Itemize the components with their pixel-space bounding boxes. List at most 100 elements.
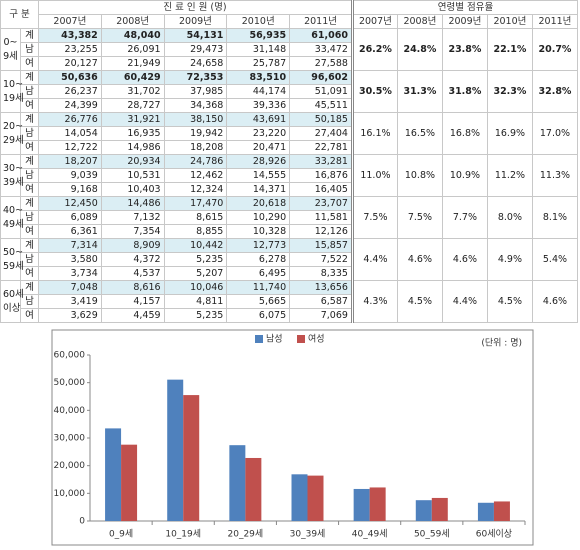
count-cell: 11,740	[226, 280, 291, 295]
table-row: 30~ 39세 계 18,207 20,934 24,786 28,926 33,281 11.…	[0, 154, 579, 197]
age-group-line: 30~	[3, 162, 24, 174]
count-cell: 61,060	[289, 28, 353, 43]
table-row: 여 3,629 4,459 5,235 6,075 7,069	[1, 308, 578, 323]
share-cell: 11.2%	[486, 154, 533, 197]
count-cell: 72,353	[163, 70, 228, 85]
table-row: 20~ 29세 계 26,776 31,921 38,150 43,691 50,185 16.…	[0, 112, 579, 155]
y-tick-label: 50,000	[54, 378, 86, 388]
bar	[477, 502, 494, 521]
header-category: 구 분	[0, 0, 39, 29]
count-cell: 18,207	[38, 154, 102, 169]
count-cell: 17,470	[163, 196, 228, 211]
share-cell: 4.4%	[441, 280, 488, 323]
legend-swatch	[297, 335, 305, 343]
bar	[353, 488, 370, 521]
legend-label: 남성	[266, 334, 283, 345]
table-row: 10~ 19세 계 50,636 60,429 72,353 83,510 96,602 30.…	[0, 70, 579, 113]
age-group: 0~ 9세	[0, 28, 21, 71]
count-cell: 8,909	[100, 238, 165, 253]
sex: 여	[20, 266, 39, 281]
age-group-line: 49세	[3, 218, 24, 230]
count-cell: 4,459	[100, 308, 165, 323]
count-cell: 8,616	[100, 280, 165, 295]
count-cell: 28,926	[226, 154, 291, 169]
count-cell: 20,934	[100, 154, 165, 169]
age-group-line: 40~	[3, 204, 24, 216]
bar	[245, 457, 262, 521]
bar	[183, 395, 200, 521]
share-cell: 4.5%	[486, 280, 533, 323]
x-tick-label: 50_59세	[414, 529, 450, 540]
y-tick-label: 10,000	[54, 489, 86, 499]
share-cell: 5.4%	[531, 238, 579, 281]
age-group-line: 59세	[3, 260, 24, 272]
bar	[291, 474, 308, 521]
share-cell: 22.1%	[486, 28, 533, 71]
count-cell: 38,150	[163, 112, 228, 127]
count-cell: 48,040	[100, 28, 165, 43]
sex: 여	[20, 224, 39, 239]
share-cell: 17.0%	[531, 112, 579, 155]
count-cell: 5,235	[163, 308, 228, 323]
share-cell: 24.8%	[396, 28, 443, 71]
count-cell: 10,046	[163, 280, 228, 295]
share-cell: 26.2%	[350, 28, 398, 71]
count-cell: 7,048	[38, 280, 102, 295]
count-cell: 33,281	[289, 154, 353, 169]
y-tick-label: 30,000	[54, 434, 86, 444]
x-tick-label: 60세이상	[476, 529, 512, 540]
age-group-line: 29세	[3, 134, 24, 146]
bar	[121, 444, 138, 521]
table-row: 여 6,361 7,354 8,855 10,328 12,126	[1, 224, 578, 239]
table-row: 0~ 9세 계 43,382 48,040 54,131 56,935 61,060 26.2%…	[0, 28, 579, 71]
count-cell: 50,185	[289, 112, 353, 127]
age-group-line: 10~	[3, 78, 24, 90]
age-group-line: 이상	[3, 302, 21, 314]
count-cell: 7,314	[38, 238, 102, 253]
table-row: 50~ 59세 계 7,314 8,909 10,442 12,773 15,857 4.4% 4…	[0, 238, 579, 281]
y-tick-label: 20,000	[54, 461, 86, 471]
bar	[105, 428, 122, 521]
table-row: 남 26,237 31,702 37,985 44,174 51,091	[1, 84, 578, 99]
count-cell: 12,773	[226, 238, 291, 253]
sex: 남	[20, 42, 39, 57]
unit-label: (단위 : 명)	[481, 338, 522, 349]
age-group-line: 20~	[3, 120, 24, 132]
count-cell: 14,486	[100, 196, 165, 211]
bar	[229, 445, 246, 521]
x-tick-label: 30_39세	[290, 529, 326, 540]
share-cell: 10.8%	[396, 154, 443, 197]
bar	[307, 475, 324, 521]
share-cell: 30.5%	[350, 70, 398, 113]
table-row: 남 3,580 4,372 5,235 6,278 7,522	[1, 252, 578, 267]
count-cell: 20,618	[226, 196, 291, 211]
bar	[431, 497, 448, 521]
table-row: 남 9,039 10,531 12,462 14,555 16,876	[1, 168, 578, 183]
table-row: 남 23,255 26,091 29,473 31,148 33,472	[1, 42, 578, 57]
bar	[493, 501, 510, 521]
y-tick-label: 0	[79, 517, 85, 527]
share-cell: 16.9%	[486, 112, 533, 155]
legend-label: 여성	[308, 333, 325, 345]
x-tick-label: 0_9세	[109, 529, 133, 540]
age-group-line: 39세	[3, 176, 24, 188]
x-tick-label: 20_29세	[228, 529, 264, 540]
sex: 여	[20, 308, 39, 323]
data-table: 구 분 진 료 인 원 (명) 연령별 점유율 2007년 2008년 2009년 2…	[0, 0, 579, 323]
table-row: 여 20,127 21,949 24,658 25,787 27,588	[1, 56, 578, 71]
y-tick-label: 60,000	[54, 351, 86, 361]
table-row: 60세 이상 계 7,048 8,616 10,046 11,740 13,656 4.3% 4.…	[0, 280, 579, 323]
share-cell: 16.1%	[350, 112, 398, 155]
age-group-line: 50~	[3, 246, 24, 258]
count-cell: 43,382	[38, 28, 102, 43]
share-cell: 4.3%	[350, 280, 398, 323]
table-row: 남 6,089 7,132 8,615 10,290 11,581	[1, 210, 578, 225]
y-tick-label: 40,000	[54, 406, 86, 416]
share-cell: 8.0%	[486, 196, 533, 239]
share-cell: 4.9%	[486, 238, 533, 281]
age-group-line: 60세	[3, 288, 24, 300]
share-cell: 23.8%	[441, 28, 488, 71]
bar	[167, 379, 184, 521]
